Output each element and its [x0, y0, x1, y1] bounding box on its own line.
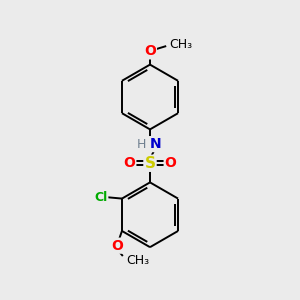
Text: O: O: [144, 44, 156, 58]
Text: CH₃: CH₃: [126, 254, 149, 267]
Text: N: N: [149, 137, 161, 151]
Text: O: O: [124, 156, 135, 170]
Text: O: O: [112, 239, 124, 253]
Text: O: O: [165, 156, 176, 170]
Text: H: H: [136, 138, 146, 151]
Text: Cl: Cl: [94, 190, 107, 204]
Text: S: S: [145, 156, 155, 171]
Text: CH₃: CH₃: [169, 38, 192, 51]
